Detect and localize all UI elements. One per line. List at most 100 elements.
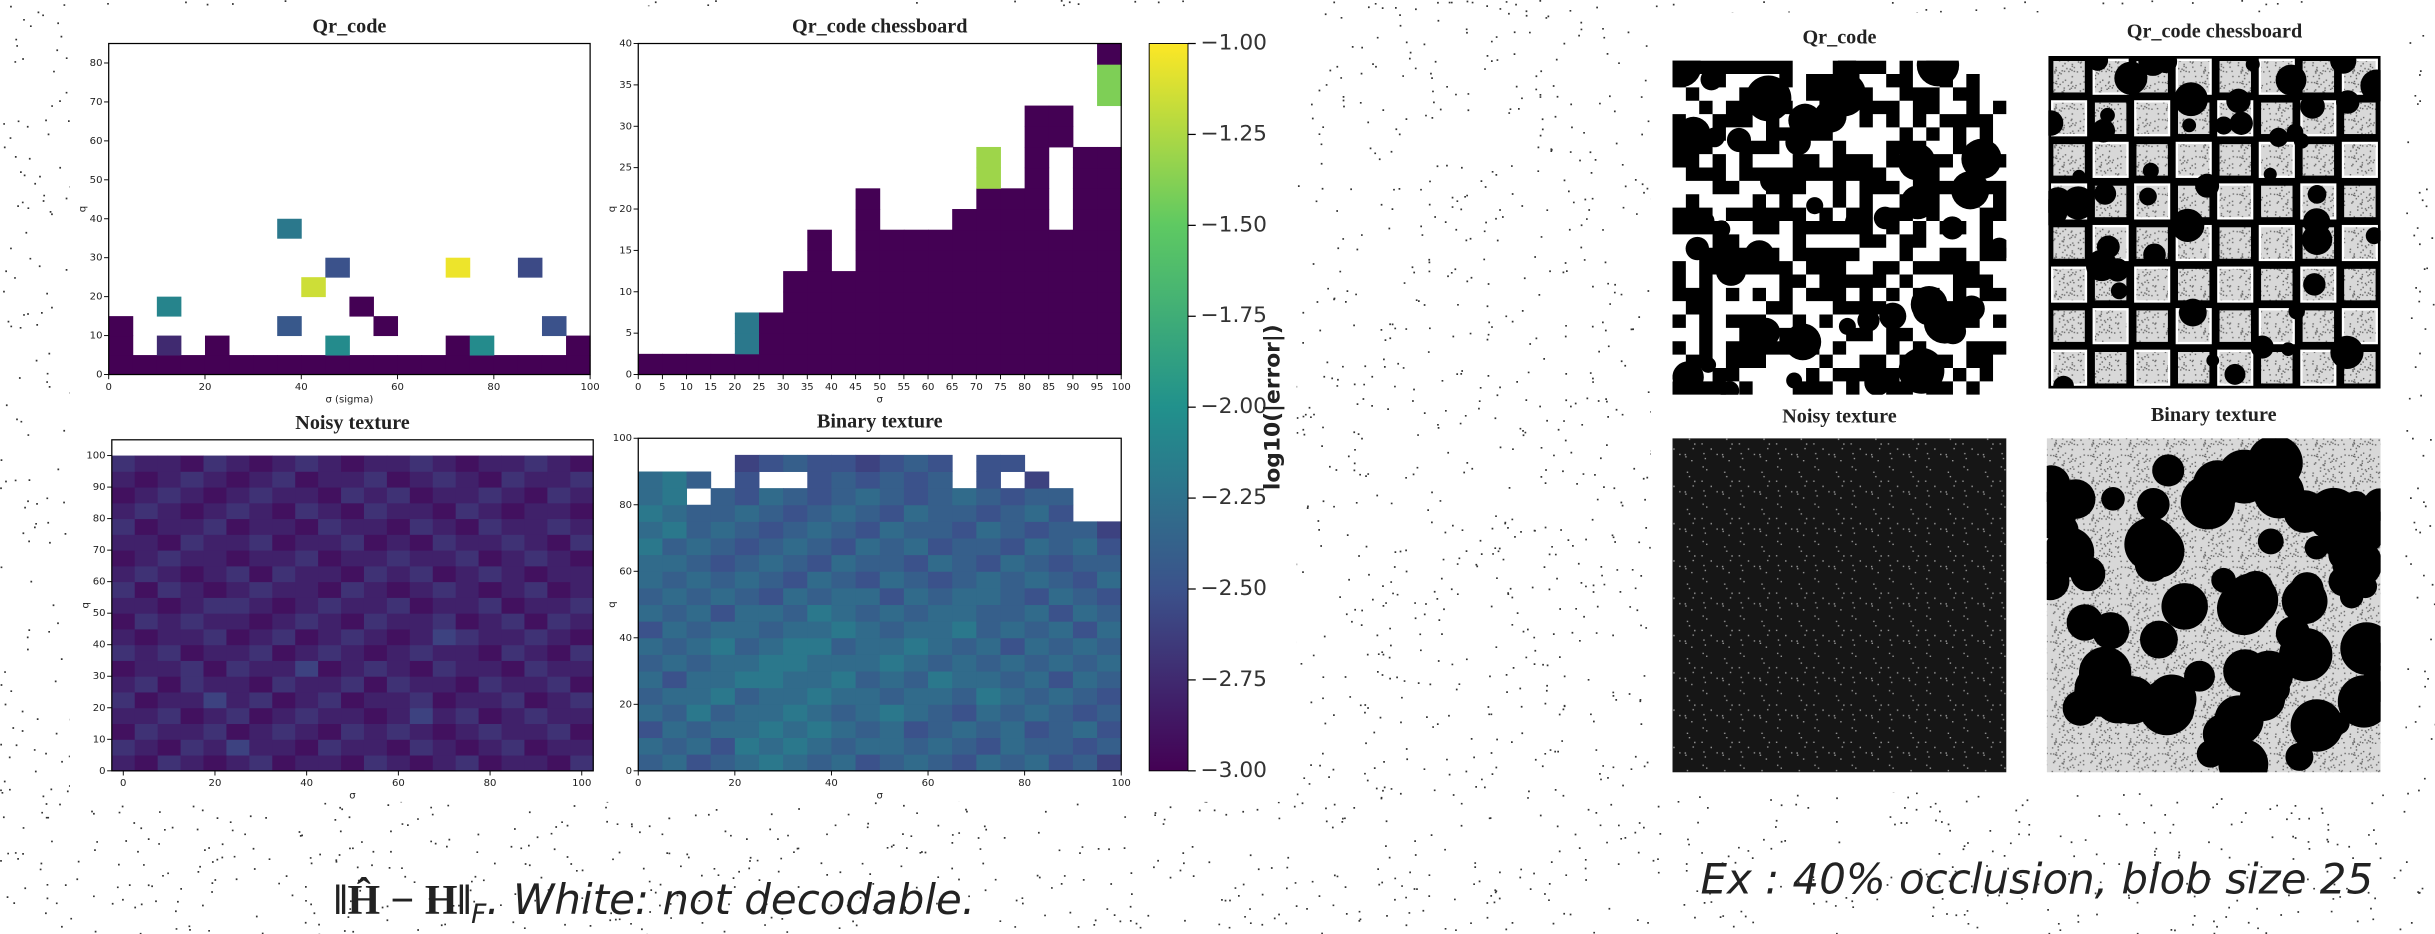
heatmap-cell xyxy=(398,355,423,375)
chess-tile xyxy=(2301,309,2335,343)
heatmap-cell xyxy=(1000,188,1025,209)
heatmap-cell xyxy=(226,503,249,519)
y-tick-label: 60 xyxy=(619,566,632,577)
heatmap-cell xyxy=(204,550,227,566)
heatmap-cell xyxy=(547,755,570,771)
heatmap-cell xyxy=(249,519,272,535)
heatmap-cell xyxy=(470,355,495,375)
heatmap-cell xyxy=(341,487,364,503)
x-tick-label: 60 xyxy=(922,778,935,789)
heatmap-cell xyxy=(880,354,905,375)
heatmap-cell xyxy=(880,654,905,671)
heatmap-cell xyxy=(856,354,881,375)
heatmap-cell xyxy=(135,692,158,708)
heatmap-cell xyxy=(524,676,547,692)
heatmap-cell xyxy=(1025,538,1050,555)
heatmap-cell xyxy=(952,654,977,671)
x-tick-label: 80 xyxy=(487,382,500,393)
heatmap-cell xyxy=(112,487,135,503)
heatmap-cell xyxy=(456,692,479,708)
heatmap-cell xyxy=(735,312,760,333)
y-tick-label: 60 xyxy=(90,136,103,147)
heatmap-cell xyxy=(976,571,1001,588)
heatmap-cell xyxy=(295,456,318,472)
heatmap-cell xyxy=(952,688,977,705)
heatmap-cell xyxy=(295,613,318,629)
heatmap-cell xyxy=(952,621,977,638)
heatmap-cell xyxy=(1073,168,1098,189)
heatmap-cell xyxy=(341,534,364,550)
heatmap-cell xyxy=(1049,106,1074,127)
heatmap-cell xyxy=(410,597,433,613)
heatmap-cell xyxy=(952,538,977,555)
heatmap-cell xyxy=(547,487,570,503)
heatmap-cell xyxy=(904,292,929,313)
heatmap-cell xyxy=(1097,738,1122,755)
heatmap-cell xyxy=(318,566,341,582)
heatmap-cell xyxy=(880,521,905,538)
x-tick-label: 20 xyxy=(209,778,222,789)
plot-title: Binary texture xyxy=(817,410,943,432)
heatmap-cell xyxy=(662,571,687,588)
x-axis-label: σ xyxy=(877,791,884,802)
heatmap-cell xyxy=(295,755,318,771)
heatmap-cell xyxy=(1073,230,1098,251)
chess-tile xyxy=(2052,309,2086,343)
heatmap-cell xyxy=(295,566,318,582)
blob xyxy=(1961,139,2001,179)
blob xyxy=(1745,75,1791,121)
chess-tile xyxy=(2135,309,2169,343)
x-tick-label: 80 xyxy=(484,778,497,789)
heatmap-cell xyxy=(952,605,977,622)
heatmap-cell xyxy=(807,472,832,489)
heatmap-cell xyxy=(226,676,249,692)
heatmap-cell xyxy=(135,629,158,645)
heatmap-cell xyxy=(711,738,736,755)
colorbar-tick-label: −2.25 xyxy=(1200,485,1267,510)
heatmap-cell xyxy=(662,354,687,375)
heatmap-cell xyxy=(1025,312,1050,333)
heatmap-cell xyxy=(364,487,387,503)
heatmap-cell xyxy=(205,355,230,375)
heatmap-cell xyxy=(479,550,502,566)
heatmap-cell xyxy=(318,676,341,692)
heatmap-cell xyxy=(1025,147,1050,168)
heatmap-cell xyxy=(570,471,593,487)
heatmap-cell xyxy=(783,721,808,738)
heatmap-cell xyxy=(856,333,881,354)
heatmap-cell xyxy=(928,571,953,588)
heatmap-cell xyxy=(1025,188,1050,209)
heatmap-cell xyxy=(807,292,832,313)
heatmap-cell xyxy=(410,550,433,566)
blob xyxy=(1788,104,1821,137)
heatmap-cell xyxy=(759,671,784,688)
heatmap-cell xyxy=(479,487,502,503)
heatmap-cell xyxy=(479,503,502,519)
blob xyxy=(1744,240,1774,270)
heatmap-cell xyxy=(524,550,547,566)
blob xyxy=(2140,621,2178,659)
x-tick-label: 30 xyxy=(777,382,790,393)
heatmap-cell xyxy=(662,555,687,572)
heatmap-cell xyxy=(1073,738,1098,755)
heatmap-cell xyxy=(387,724,410,740)
heatmap-cell xyxy=(135,597,158,613)
heatmap-cell xyxy=(272,676,295,692)
heatmap-cell xyxy=(1073,250,1098,271)
colorbar-tick-label: −1.00 xyxy=(1200,31,1267,56)
heatmap-cell xyxy=(364,676,387,692)
heatmap-cell xyxy=(1097,209,1122,230)
blob xyxy=(2264,168,2277,181)
heatmap-cell xyxy=(831,555,856,572)
heatmap-cell xyxy=(566,336,591,356)
blob xyxy=(2072,170,2085,183)
heatmap-cell xyxy=(433,534,456,550)
heatmap-cell xyxy=(109,316,134,336)
heatmap-cell xyxy=(204,503,227,519)
heatmap-cell xyxy=(387,534,410,550)
heatmap-cell xyxy=(181,519,204,535)
heatmap-cell xyxy=(952,638,977,655)
heatmap-cell xyxy=(373,355,398,375)
y-tick-label: 60 xyxy=(93,577,106,588)
blob xyxy=(2217,581,2271,635)
